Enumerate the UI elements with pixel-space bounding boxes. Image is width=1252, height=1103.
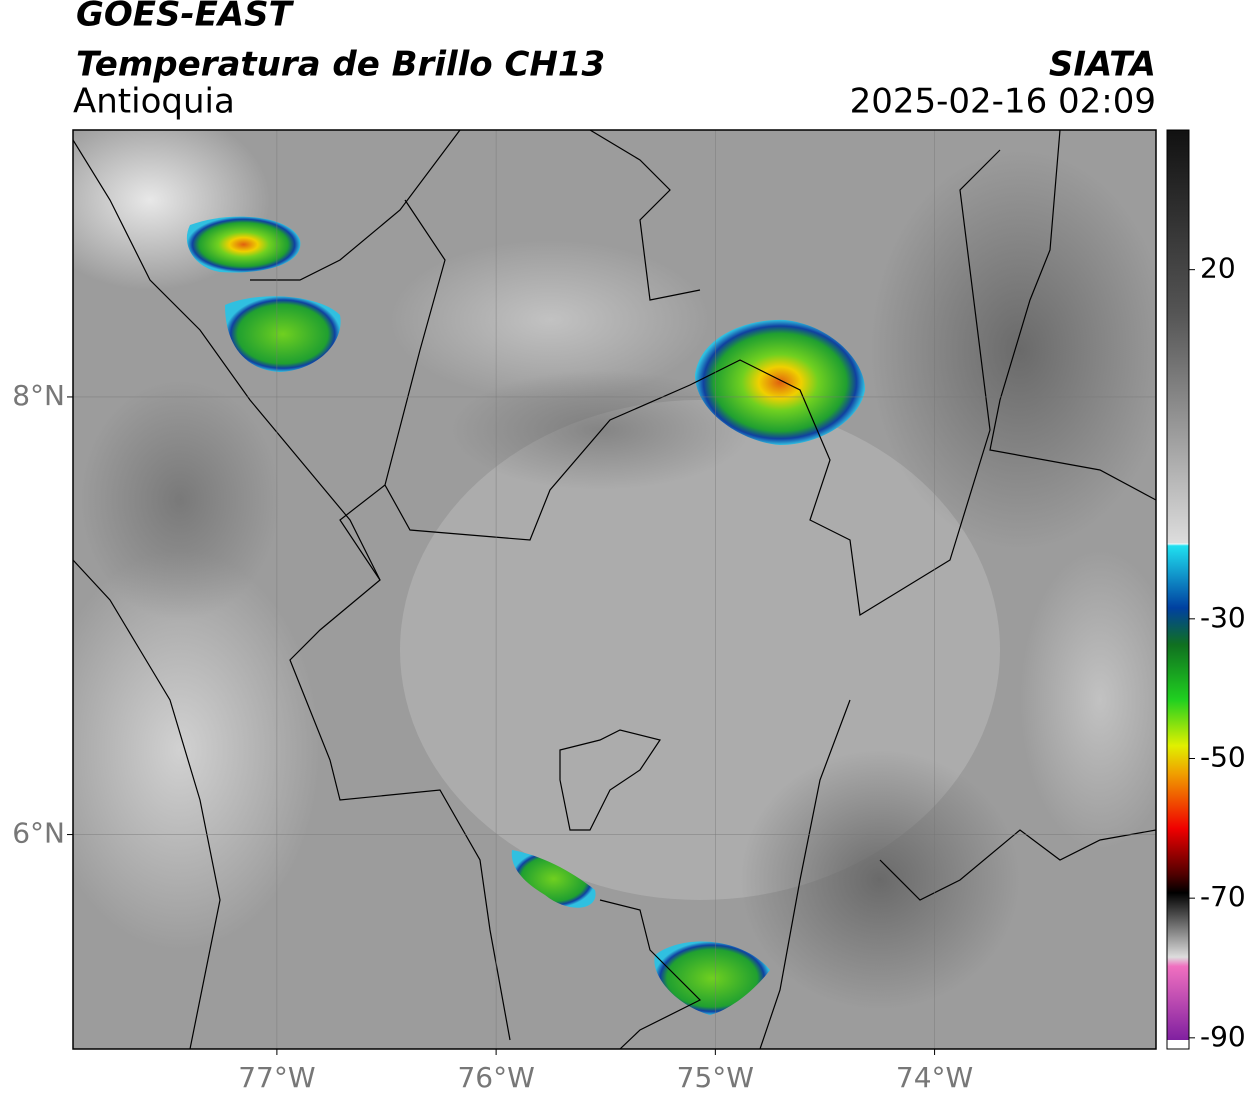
y-tick-label: 6°N [12, 817, 65, 850]
y-tick-label: 8°N [12, 379, 65, 412]
colorbar-tick-label: -50 [1200, 740, 1246, 773]
colorbar-tick-label: 20 [1200, 252, 1236, 285]
grid [73, 130, 1156, 1049]
satellite: GOES-EAST [76, 0, 295, 35]
datetime: 2025-02-16 02:09 [850, 82, 1156, 122]
source: SIATA [1049, 45, 1156, 85]
x-tick-label: 77°W [238, 1061, 315, 1094]
colorbar-tick-label: -30 [1200, 601, 1246, 634]
x-tick-label: 74°W [896, 1061, 973, 1094]
x-tick-label: 76°W [457, 1061, 534, 1094]
x-tick-label: 75°W [677, 1061, 754, 1094]
colorbar [1166, 129, 1190, 1050]
product: Temperatura de Brillo CH13 [76, 45, 605, 85]
colorbar-ticks: 20 -30 -50 -70 -90 [1189, 252, 1246, 1053]
colorbar-tick-label: -90 [1200, 1020, 1246, 1053]
map-image [73, 130, 1156, 1049]
colorbar-tick-label: -70 [1200, 880, 1246, 913]
region: Antioquia [73, 82, 235, 122]
map-frame [72, 129, 1157, 1050]
